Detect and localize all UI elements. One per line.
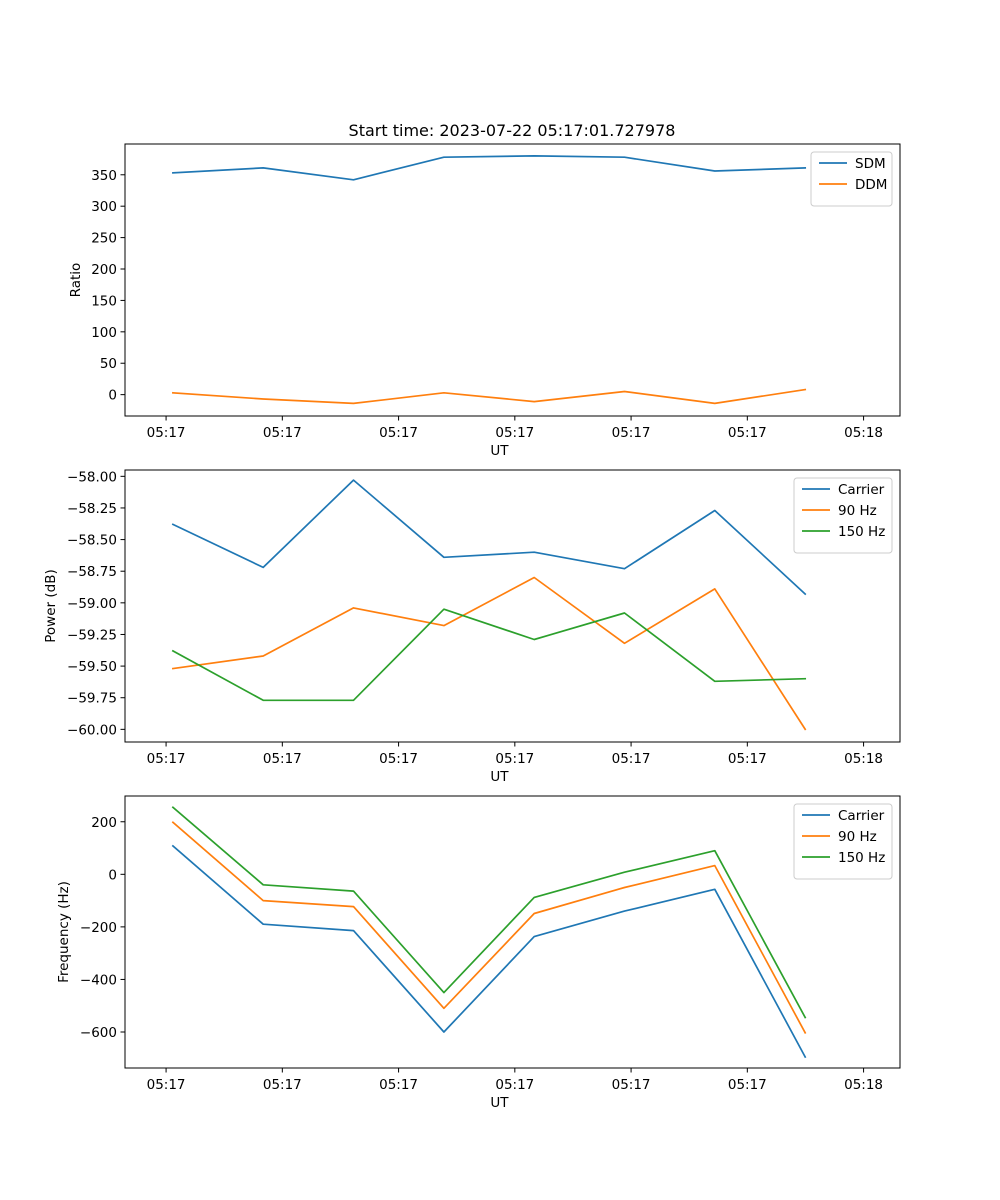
x-tick-label: 05:17	[379, 425, 418, 441]
y-tick-label: −58.75	[67, 564, 117, 580]
legend-label: 150 Hz	[838, 850, 885, 866]
series-line-150-hz	[171, 806, 807, 1019]
x-axis-label: UT	[490, 769, 509, 785]
y-tick-label: 150	[91, 293, 117, 309]
x-tick-label: 05:17	[728, 1077, 767, 1093]
x-tick-label: 05:17	[728, 751, 767, 767]
x-tick-label: 05:17	[263, 751, 302, 767]
y-tick-label: −400	[80, 972, 117, 988]
x-tick-label: 05:17	[612, 425, 651, 441]
x-tick-label: 05:17	[379, 751, 418, 767]
x-axis-label: UT	[490, 443, 509, 459]
y-tick-label: 0	[108, 867, 117, 883]
x-tick-label: 05:17	[495, 425, 534, 441]
legend-label: Carrier	[838, 808, 885, 824]
y-tick-label: −600	[80, 1025, 117, 1041]
x-tick-label: 05:17	[612, 1077, 651, 1093]
y-axis-label: Ratio	[68, 263, 84, 298]
y-tick-label: −200	[80, 920, 117, 936]
y-tick-label: −59.75	[67, 691, 117, 707]
y-tick-label: 350	[91, 168, 117, 184]
y-tick-label: 200	[91, 262, 117, 278]
y-tick-label: −59.25	[67, 627, 117, 643]
x-tick-label: 05:17	[495, 1077, 534, 1093]
y-tick-label: −58.50	[67, 533, 117, 549]
x-tick-label: 05:17	[263, 1077, 302, 1093]
y-axis-label: Power (dB)	[43, 569, 59, 642]
plot-frame	[124, 795, 901, 1069]
y-tick-label: 50	[100, 356, 117, 372]
x-tick-label: 05:17	[263, 425, 302, 441]
legend-label: DDM	[855, 177, 887, 193]
legend: Carrier 90 Hz 150 Hz	[793, 803, 893, 880]
y-tick-label: 100	[91, 325, 117, 341]
subplot-3: 05:17 05:17 05:17 05:17 05:17 05:17 05:18 −600 −…	[56, 795, 901, 1111]
plot-frame	[124, 143, 901, 417]
x-tick-label: 05:17	[379, 1077, 418, 1093]
legend-box	[793, 803, 893, 880]
y-tick-label: 200	[91, 815, 117, 831]
legend-label: Carrier	[838, 482, 885, 498]
series-line-sdm	[172, 155, 807, 181]
y-tick-label: 300	[91, 199, 117, 215]
series-line-90-hz	[171, 576, 807, 731]
legend-label: 90 Hz	[838, 503, 877, 519]
y-tick-label: −58.25	[67, 501, 117, 517]
x-tick-label: 05:17	[612, 751, 651, 767]
y-tick-label: 250	[91, 231, 117, 247]
x-tick-label: 05:18	[844, 1077, 883, 1093]
subplot-1: 05:17 05:17 05:17 05:17 05:17 05:17 05:18 0 50 10…	[68, 143, 901, 459]
y-tick-label: 0	[108, 388, 117, 404]
y-tick-label: −58.00	[67, 469, 117, 485]
legend-box	[793, 477, 893, 554]
y-tick-label: −59.00	[67, 596, 117, 612]
y-tick-label: −59.50	[67, 659, 117, 675]
subplot-2: 05:17 05:17 05:17 05:17 05:17 05:17 05:18 −60.0…	[43, 469, 901, 785]
series-line-carrier	[171, 479, 807, 596]
x-tick-label: 05:18	[844, 425, 883, 441]
x-tick-label: 05:17	[728, 425, 767, 441]
legend-box	[810, 151, 893, 207]
chart-title: Start time: 2023-07-22 05:17:01.727978	[349, 121, 676, 140]
legend-label: SDM	[855, 156, 886, 172]
series-line-150-hz	[171, 608, 807, 702]
y-axis-label: Frequency (Hz)	[56, 881, 72, 983]
series-line-carrier	[171, 844, 807, 1059]
plot-frame	[124, 469, 901, 743]
legend-label: 150 Hz	[838, 524, 885, 540]
series-line-ddm	[171, 388, 807, 405]
series-line-90-hz	[171, 821, 807, 1034]
x-tick-label: 05:17	[147, 425, 186, 441]
x-tick-label: 05:18	[844, 751, 883, 767]
legend: Carrier 90 Hz 150 Hz	[793, 477, 893, 554]
x-tick-label: 05:17	[147, 1077, 186, 1093]
y-tick-label: −60.00	[67, 722, 117, 738]
x-tick-label: 05:17	[147, 751, 186, 767]
legend: SDM DDM	[810, 151, 893, 207]
subplots: 05:17 05:17 05:17 05:17 05:17 05:17 05:18 0 50 10…	[43, 143, 901, 1111]
legend-label: 90 Hz	[838, 829, 877, 845]
x-axis-label: UT	[490, 1095, 509, 1111]
x-tick-label: 05:17	[495, 751, 534, 767]
